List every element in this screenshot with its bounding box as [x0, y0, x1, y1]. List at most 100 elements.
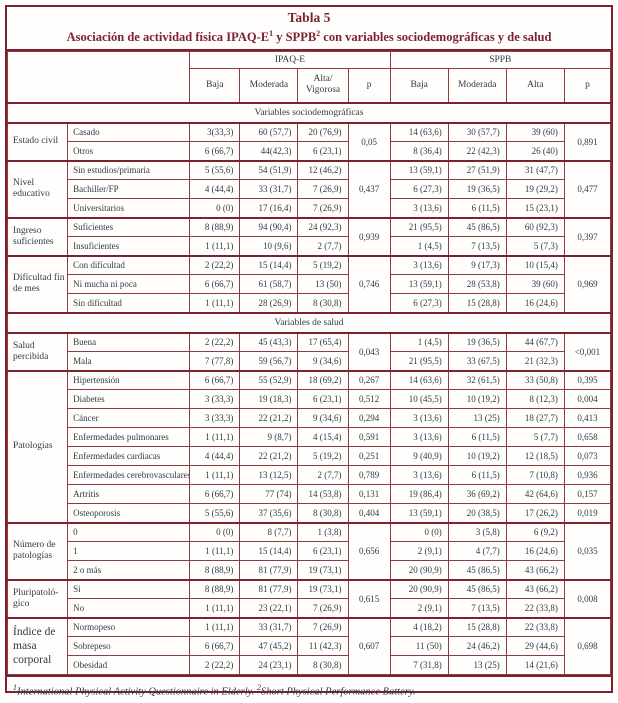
table-row: Pluripatoló-gico Si 8 (88,9) 81 (77,9) 19 (7… — [6, 578, 612, 619]
ipaq-value: 6 (66,7) — [189, 274, 241, 295]
p-value-ipaq: 0,591 — [347, 427, 391, 448]
sppb-value: 6 (11,5) — [447, 427, 507, 448]
ipaq-value: 1 (11,1) — [189, 236, 241, 257]
sppb-value: 22 (33,8) — [505, 616, 565, 638]
sppb-value: 3 (13,6) — [389, 465, 449, 486]
sppb-value: 14 (21,6) — [505, 655, 565, 676]
ipaq-value: 24 (23,1) — [239, 655, 299, 676]
ipaq-value: 8 (30,8) — [297, 655, 349, 676]
section-row: Variables sociodemográficas — [7, 101, 611, 124]
sppb-value: 28 (53,8) — [447, 274, 507, 295]
ipaq-value: 19 (18,3) — [239, 389, 299, 410]
ipaq-value: 8 (88,9) — [189, 560, 241, 581]
ipaq-value: 59 (56,7) — [239, 351, 299, 372]
ipaq-value: 1 (11,1) — [189, 465, 241, 486]
sppb-value: 3 (13,6) — [389, 427, 449, 448]
ipaq-value: 22 (21,2) — [239, 408, 299, 429]
sppb-value: 3 (13,6) — [389, 254, 449, 276]
sppb-value: 22 (42,3) — [447, 141, 507, 162]
sppb-value: 45 (86,5) — [447, 216, 507, 238]
p-value-sppb: 0,969 — [563, 254, 612, 314]
ipaq-value: 61 (58,7) — [239, 274, 299, 295]
p-value-ipaq: 0,294 — [347, 408, 391, 429]
table-row: Enfermedades cardiacas 4 (44,4) 22 (21,2) 5… — [8, 446, 612, 467]
p-value-ipaq: 0,404 — [347, 503, 391, 524]
sppb-value: 11 (50) — [389, 636, 449, 657]
caption-part2: y SPPB — [273, 30, 317, 45]
table-frame: Tabla 5 Asociación de actividad física I… — [5, 5, 613, 698]
ipaq-value: 33 (31,7) — [239, 616, 299, 638]
p-value-ipaq: 0,656 — [347, 521, 391, 581]
p-value-sppb: 0,477 — [563, 159, 612, 219]
ipaq-value: 3 (33,3) — [189, 408, 241, 429]
ipaq-value: 6 (23,1) — [297, 541, 349, 562]
p-value-ipaq: 0,131 — [347, 484, 391, 505]
ipaq-value: 7 (26,9) — [297, 598, 349, 619]
sppb-value: 7 (13,5) — [447, 598, 507, 619]
footnote-sup2: 2 — [257, 683, 261, 693]
sppb-value: 39 (60) — [505, 274, 565, 295]
sppb-value: 13 (59,1) — [389, 159, 449, 181]
group-label: Índice de masa corporal — [6, 616, 69, 676]
section-row: Variables de salud — [7, 311, 611, 334]
ipaq-value: 47 (45,2) — [239, 636, 299, 657]
ipaq-value: 5 (19,2) — [297, 446, 349, 467]
row-label: Suficientes — [67, 216, 191, 238]
sppb-value: 60 (92,3) — [505, 216, 565, 238]
row-label: Con dificultad — [67, 254, 191, 276]
ipaq-value: 18 (69,2) — [297, 369, 349, 391]
sppb-value: 6 (27,3) — [389, 179, 449, 200]
row-label: Normopeso — [67, 616, 191, 638]
row-label: Casado — [67, 121, 191, 143]
ipaq-value: 20 (76,9) — [297, 121, 349, 143]
row-label: 0 — [67, 521, 191, 543]
table-row: Enfermedades cerebrovasculares 1 (11,1) 13… — [8, 465, 612, 486]
sppb-value: 20 (90,9) — [389, 560, 449, 581]
p-value-sppb: 0,658 — [563, 427, 612, 448]
p-value-ipaq: 0,267 — [347, 369, 391, 391]
sppb-value: 18 (27,7) — [505, 408, 565, 429]
sppb-value: 33 (50,8) — [505, 369, 565, 391]
p-value-sppb: 0,004 — [563, 389, 612, 410]
sppb-value: 45 (86,5) — [447, 560, 507, 581]
sppb-value: 1 (4,5) — [389, 236, 449, 257]
table-row: Universitarios 0 (0) 17 (16,4) 7 (26,9) 3 (1… — [8, 198, 611, 219]
ipaq-value: 33 (31,7) — [239, 179, 299, 200]
table-row: Número de patologías 0 0 (0) 8 (7,7) 1 (3,8)… — [6, 521, 612, 581]
group-label: Nivel educativo — [6, 159, 69, 219]
ipaq-value: 94 (90,4) — [239, 216, 299, 238]
group-label: Dificultad fin de mes — [6, 254, 69, 314]
sppb-value: 20 (38,5) — [447, 503, 507, 524]
table-row: Sin dificultad 1 (11,1) 28 (26,9) 8 (30,8) 6… — [8, 293, 611, 314]
sppb-value: 43 (66,2) — [505, 578, 565, 600]
ipaq-value: 5 (19,2) — [297, 254, 349, 276]
row-label: No — [67, 598, 191, 619]
caption-sup2: 2 — [316, 29, 321, 38]
ipaq-value: 60 (57,7) — [239, 121, 299, 143]
table-row: 2 o más 8 (88,9) 81 (77,9) 19 (73,1) 20 (90,… — [8, 560, 611, 581]
sppb-value: 26 (40) — [505, 141, 565, 162]
table-row: Ni mucha ni poca 6 (66,7) 61 (58,7) 13 (50)… — [8, 274, 611, 295]
p-value-ipaq: 0,05 — [347, 121, 391, 162]
table-row: Cáncer 3 (33,3) 22 (21,2) 9 (34,6) 0,294 3 (1… — [8, 408, 612, 429]
ipaq-value: 55 (52,9) — [239, 369, 299, 391]
ipaq-value: 1 (11,1) — [189, 293, 241, 314]
sppb-value: 42 (64,6) — [505, 484, 565, 505]
ipaq-value: 5 (55,6) — [189, 159, 241, 181]
footnote: 1International Physical Activity Questio… — [7, 675, 611, 703]
ipaq-value: 7 (77,8) — [189, 351, 241, 372]
ipaq-value: 9 (8,7) — [239, 427, 299, 448]
ipaq-value: 37 (35,6) — [239, 503, 299, 524]
ipaq-value: 6 (66,7) — [189, 369, 241, 391]
table-row: Otros 6 (66,7) 44(42,3) 6 (23,1) 8 (36,4) 22 … — [8, 141, 611, 162]
sppb-value: 10 (15,4) — [505, 254, 565, 276]
sppb-value: 10 (45,5) — [389, 389, 449, 410]
p-value-ipaq: 0,437 — [347, 159, 391, 219]
ipaq-value: 8 (88,9) — [189, 578, 241, 600]
sppb-value: 21 (32,3) — [505, 351, 565, 372]
p-value-ipaq: 0,251 — [347, 446, 391, 467]
group-label: Número de patologías — [6, 521, 69, 581]
row-label: Insuficientes — [67, 236, 191, 257]
ipaq-value: 7 (26,9) — [297, 616, 349, 638]
ipaq-value: 13 (12,5) — [239, 465, 299, 486]
